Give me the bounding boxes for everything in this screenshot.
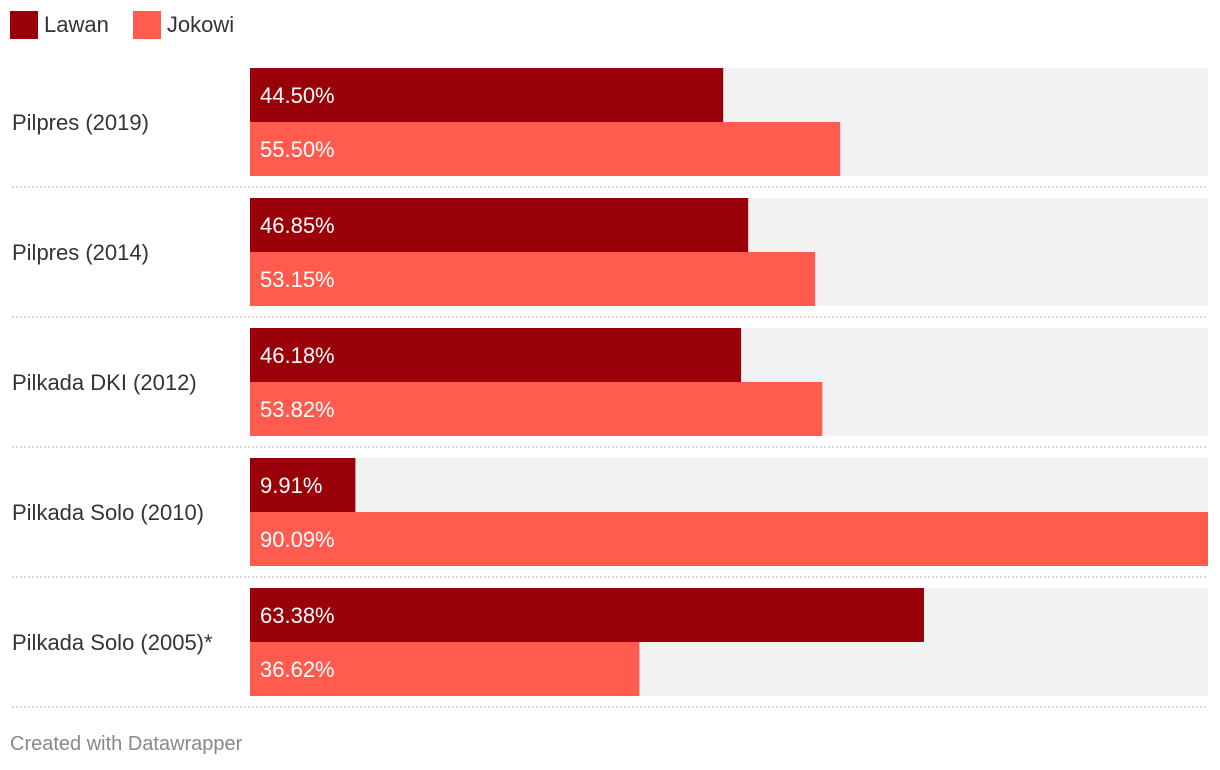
value-label-jokowi: 90.09% [260, 527, 335, 552]
bar-lawan [250, 328, 742, 382]
value-label-jokowi: 36.62% [260, 657, 335, 682]
bar-chart: Pilpres (2019) 44.50% 55.50% Pilpres (2014)… [12, 68, 1208, 708]
value-label-jokowi: 55.50% [260, 137, 335, 162]
category-label: Pilkada DKI (2012) [12, 370, 197, 395]
category-group: Pilpres (2019) 44.50% 55.50% [12, 68, 1208, 188]
category-group: Pilkada Solo (2010) 9.91% 90.09% [12, 458, 1208, 578]
value-label-lawan: 9.91% [260, 473, 322, 498]
bar-jokowi [250, 122, 841, 176]
value-label-jokowi: 53.82% [260, 397, 335, 422]
bar-jokowi [250, 512, 1208, 566]
category-group: Pilkada Solo (2005)* 63.38% 36.62% [12, 588, 1208, 708]
legend-label-jokowi: Jokowi [166, 12, 235, 37]
bar-jokowi [250, 252, 816, 306]
legend-item-jokowi: Jokowi [132, 11, 235, 39]
legend: Lawan Jokowi [10, 10, 258, 40]
category-label: Pilpres (2014) [12, 240, 149, 265]
category-group: Pilkada DKI (2012) 46.18% 53.82% [12, 328, 1208, 448]
bar-jokowi [250, 382, 823, 436]
value-label-lawan: 46.85% [260, 213, 335, 238]
value-label-jokowi: 53.15% [260, 267, 335, 292]
value-label-lawan: 46.18% [260, 343, 335, 368]
footer-credit: Created with Datawrapper [10, 733, 243, 755]
value-label-lawan: 63.38% [260, 603, 335, 628]
value-label-lawan: 44.50% [260, 83, 335, 108]
bar-lawan [250, 588, 924, 642]
legend-item-lawan: Lawan [10, 11, 109, 39]
bar-lawan [250, 68, 724, 122]
bar-jokowi [250, 642, 640, 696]
category-label: Pilkada Solo (2010) [12, 500, 204, 525]
category-label: Pilpres (2019) [12, 110, 149, 135]
legend-swatch-jokowi [132, 11, 161, 39]
bar-lawan [250, 458, 356, 512]
category-group: Pilpres (2014) 46.85% 53.15% [12, 198, 1208, 318]
category-label: Pilkada Solo (2005)* [12, 630, 213, 655]
legend-swatch-lawan [10, 11, 38, 39]
bar-lawan [250, 198, 749, 252]
legend-label-lawan: Lawan [44, 12, 109, 37]
